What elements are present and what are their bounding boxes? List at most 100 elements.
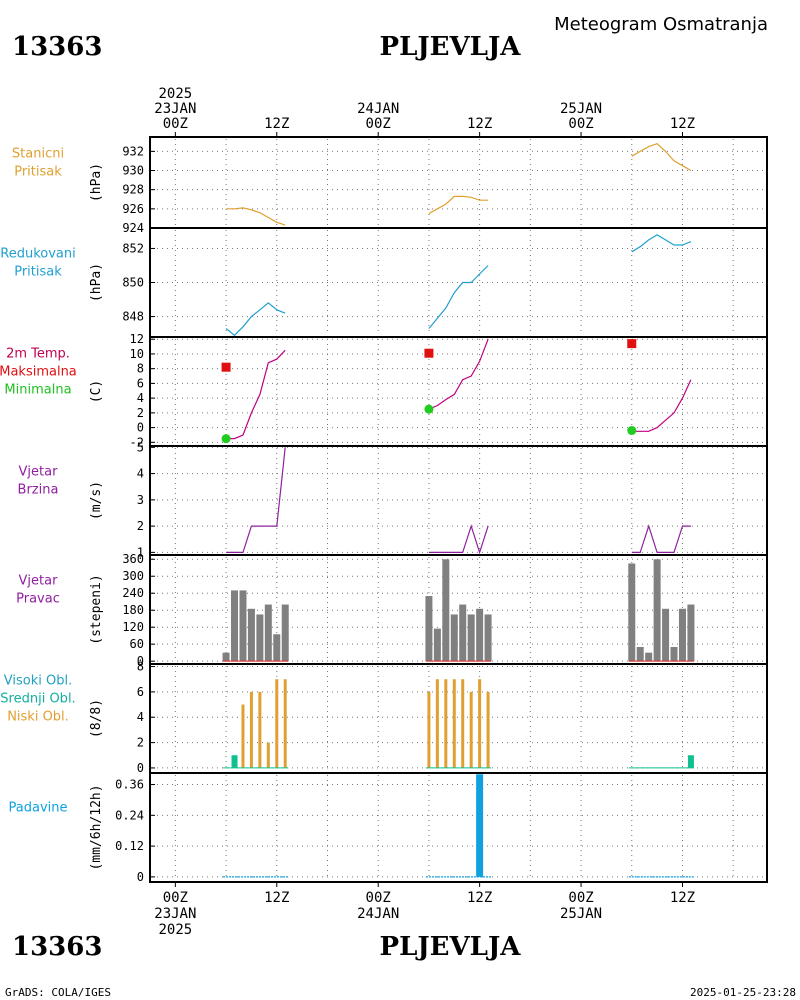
wind-direction-bar bbox=[476, 608, 484, 662]
top-time-label: 23JAN bbox=[154, 101, 196, 117]
bottom-time-label: 12Z bbox=[670, 890, 695, 906]
header: 13363 PLJEVLJA Meteogram Osmatranja bbox=[12, 14, 768, 62]
y-tick-label: 4 bbox=[137, 467, 144, 481]
series-line bbox=[631, 234, 692, 253]
footer: 13363 PLJEVLJA GrADS: COLA/IGES 2025-01-… bbox=[5, 932, 796, 999]
wind-direction-bar bbox=[687, 604, 695, 662]
panel-label: Pravac bbox=[16, 592, 60, 607]
y-axis-label: (m/s) bbox=[89, 481, 104, 520]
wind-direction-bar bbox=[467, 614, 475, 662]
wind-direction-bar bbox=[484, 614, 492, 662]
wind-direction-bar bbox=[281, 604, 289, 662]
wind-direction-bar bbox=[273, 634, 281, 662]
low-cloud-bar bbox=[427, 691, 431, 768]
y-tick-label: 924 bbox=[122, 221, 144, 235]
series-line bbox=[631, 524, 691, 554]
bottom-time-label: 23JAN bbox=[154, 906, 196, 922]
y-tick-label: 6 bbox=[137, 685, 144, 699]
series-line bbox=[428, 338, 489, 410]
panel-label: Redukovani bbox=[0, 247, 75, 262]
station-id-bottom: 13363 bbox=[12, 932, 102, 962]
series-line bbox=[631, 379, 692, 432]
panel-label: Vjetar bbox=[19, 574, 59, 589]
y-tick-label: 852 bbox=[122, 241, 144, 255]
y-axis-label: (mm/6h/12h) bbox=[89, 784, 104, 870]
bottom-time-label: 2025 bbox=[158, 922, 192, 938]
wind-direction-bar bbox=[662, 608, 670, 662]
low-cloud-bar bbox=[266, 742, 270, 768]
top-time-label: 00Z bbox=[366, 116, 391, 132]
low-cloud-bar bbox=[258, 691, 262, 768]
y-tick-label: 4 bbox=[137, 710, 144, 724]
wind-direction-bar bbox=[256, 614, 264, 662]
credit-text: GrADS: COLA/IGES bbox=[5, 986, 111, 999]
y-tick-label: 8 bbox=[137, 660, 144, 674]
y-tick-label: 6 bbox=[137, 376, 144, 390]
y-tick-label: 848 bbox=[122, 310, 144, 324]
y-axis-label: (stepeni) bbox=[89, 574, 104, 644]
low-cloud-bar bbox=[241, 704, 245, 768]
wind-direction-bar bbox=[239, 590, 247, 662]
low-cloud-bar bbox=[249, 691, 253, 768]
tmin-marker bbox=[424, 404, 434, 414]
precip-bar bbox=[476, 774, 484, 877]
y-tick-label: 360 bbox=[122, 552, 144, 566]
panel-wind_direction: 0 60 120 180 240 300 360 (stepeni) Vjetar Pravac bbox=[16, 552, 768, 668]
top-time-label: 12Z bbox=[467, 116, 492, 132]
bottom-time-label: 24JAN bbox=[357, 906, 399, 922]
top-time-label: 00Z bbox=[163, 116, 188, 132]
y-tick-label: 3 bbox=[137, 493, 144, 507]
panel-label: Pritisak bbox=[14, 165, 62, 180]
panel-wind_speed: 1 2 3 4 5 (m/s) Vjetar Brzina bbox=[18, 440, 768, 559]
panel-clouds: 0 2 4 6 8 (8/8) Visoki Obl. Srednji Obl. Niski O… bbox=[0, 660, 768, 775]
low-cloud-bar bbox=[469, 691, 473, 768]
wind-direction-bar bbox=[442, 559, 450, 662]
y-tick-label: 240 bbox=[122, 586, 144, 600]
y-axis-label: (C) bbox=[89, 380, 104, 403]
panel-label: Brzina bbox=[18, 483, 59, 498]
station-name-bottom: PLJEVLJA bbox=[380, 932, 522, 962]
low-cloud-bar bbox=[283, 679, 287, 768]
y-tick-label: 2 bbox=[137, 406, 144, 420]
low-cloud-bar bbox=[486, 691, 490, 768]
bottom-time-label: 12Z bbox=[467, 890, 492, 906]
y-tick-label: 0.36 bbox=[115, 778, 144, 792]
tmax-marker bbox=[221, 362, 231, 372]
y-tick-label: 12 bbox=[130, 332, 144, 346]
y-tick-label: 4 bbox=[137, 391, 144, 405]
station-name-top: PLJEVLJA bbox=[380, 32, 522, 62]
panel-label: Visoki Obl. bbox=[4, 674, 72, 689]
wind-direction-bar bbox=[459, 604, 467, 662]
low-cloud-bar bbox=[461, 679, 465, 768]
wind-direction-bar bbox=[653, 559, 661, 662]
series-line bbox=[428, 195, 489, 215]
tmax-marker bbox=[424, 348, 434, 358]
low-cloud-bar bbox=[275, 679, 279, 768]
top-time-label: 25JAN bbox=[560, 101, 602, 117]
top-time-label: 12Z bbox=[670, 116, 695, 132]
panel-precipitation: 0 0.12 0.24 0.36 (mm/6h/12h) Padavine bbox=[9, 772, 768, 884]
y-axis-label: (hPa) bbox=[89, 263, 104, 302]
y-tick-label: 926 bbox=[122, 202, 144, 216]
series-line bbox=[225, 302, 286, 337]
series-line bbox=[226, 349, 286, 440]
bottom-time-label: 00Z bbox=[163, 890, 188, 906]
y-tick-label: 180 bbox=[122, 603, 144, 617]
bottom-time-label: 00Z bbox=[568, 890, 593, 906]
panel-reduced_pressure: 848 850 852 (hPa) Redukovani Pritisak bbox=[0, 227, 768, 338]
series-line bbox=[428, 524, 489, 555]
y-tick-label: 5 bbox=[137, 440, 144, 454]
bottom-time-label: 25JAN bbox=[560, 906, 602, 922]
wind-direction-bar bbox=[636, 647, 644, 662]
wind-direction-bar bbox=[628, 563, 636, 662]
tmax-marker bbox=[627, 339, 637, 349]
low-cloud-bar bbox=[435, 679, 439, 768]
panel-label: Padavine bbox=[9, 801, 68, 816]
y-tick-label: 120 bbox=[122, 620, 144, 634]
wind-direction-bar bbox=[450, 614, 458, 662]
mid-cloud-bar bbox=[231, 755, 238, 768]
panel-label: Srednji Obl. bbox=[0, 692, 75, 707]
